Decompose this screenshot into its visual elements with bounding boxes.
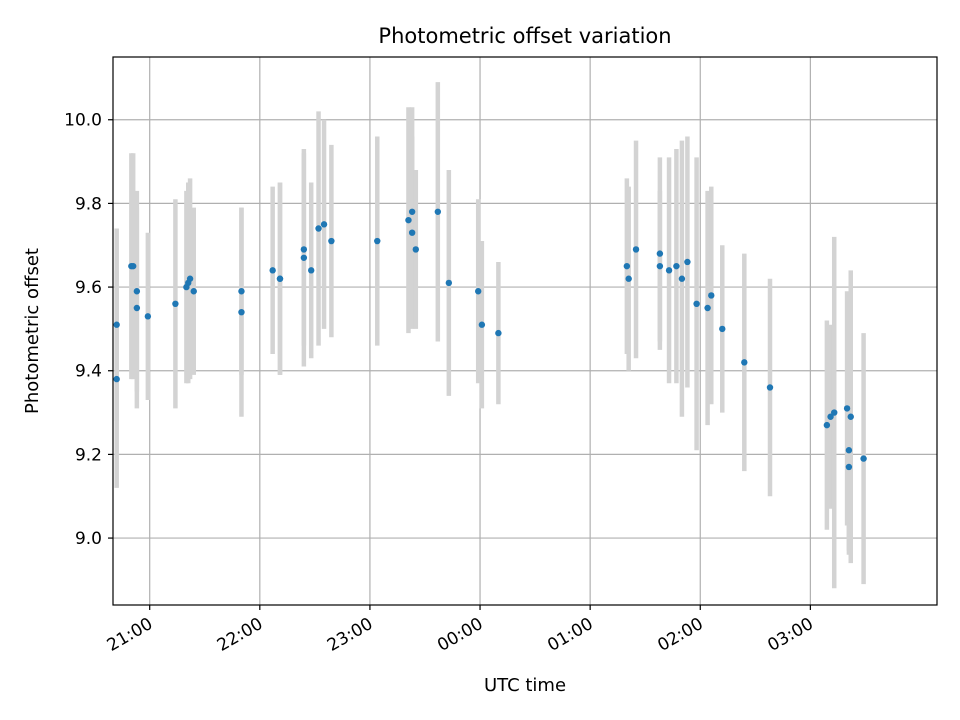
data-point xyxy=(269,267,276,274)
data-point xyxy=(445,279,453,287)
data-point xyxy=(741,359,748,366)
data-point xyxy=(300,254,308,261)
data-point xyxy=(412,246,420,253)
data-point xyxy=(300,246,308,253)
data-point xyxy=(623,262,631,270)
y-tick-label: 9.8 xyxy=(75,194,102,214)
data-point xyxy=(276,275,284,282)
x-axis-title: UTC time xyxy=(484,675,566,696)
data-point xyxy=(708,292,715,299)
data-point xyxy=(665,267,673,274)
data-point xyxy=(678,275,686,282)
y-axis-title: Photometric offset xyxy=(22,248,43,414)
data-point xyxy=(238,288,245,295)
y-tick-label: 9.2 xyxy=(75,445,102,465)
data-point xyxy=(374,237,381,245)
data-point xyxy=(656,262,664,270)
data-point xyxy=(684,258,691,266)
data-point xyxy=(625,275,632,282)
data-point xyxy=(475,288,482,295)
data-point xyxy=(186,275,194,282)
data-point xyxy=(113,321,120,328)
grid-lines xyxy=(113,57,937,605)
data-point xyxy=(113,375,120,383)
data-point xyxy=(673,262,680,270)
plot-frame xyxy=(112,56,938,606)
y-tick-label: 10.0 xyxy=(64,111,102,131)
chart-title: Photometric offset variation xyxy=(378,24,671,48)
data-point xyxy=(320,221,328,228)
data-point xyxy=(478,321,486,328)
data-point xyxy=(860,455,867,462)
data-point xyxy=(172,300,179,308)
data-point xyxy=(328,237,335,245)
data-point xyxy=(823,421,831,429)
data-point xyxy=(434,208,442,215)
data-point xyxy=(133,304,141,312)
data-point xyxy=(408,208,416,215)
data-point xyxy=(704,304,711,312)
data-point xyxy=(632,246,640,253)
data-point xyxy=(238,308,245,316)
data-point xyxy=(133,288,141,295)
data-point xyxy=(144,313,152,320)
y-tick-label: 9.4 xyxy=(75,362,102,382)
data-point xyxy=(693,300,700,308)
data-point xyxy=(847,413,854,420)
data-point xyxy=(495,329,502,337)
data-point xyxy=(827,413,834,420)
data-point xyxy=(315,225,322,232)
data-point xyxy=(719,325,726,333)
data-point xyxy=(408,229,416,236)
data-point xyxy=(308,267,315,274)
data-point xyxy=(656,250,664,257)
data-point xyxy=(405,216,412,224)
data-point xyxy=(845,463,853,471)
data-point xyxy=(766,384,774,391)
y-tick-label: 9.6 xyxy=(75,278,102,298)
data-point xyxy=(843,405,851,412)
data-points xyxy=(113,208,867,471)
data-point xyxy=(831,409,838,416)
data-point xyxy=(845,447,853,454)
y-tick-label: 9.0 xyxy=(75,529,102,549)
data-point xyxy=(129,262,137,270)
data-point xyxy=(190,288,197,295)
